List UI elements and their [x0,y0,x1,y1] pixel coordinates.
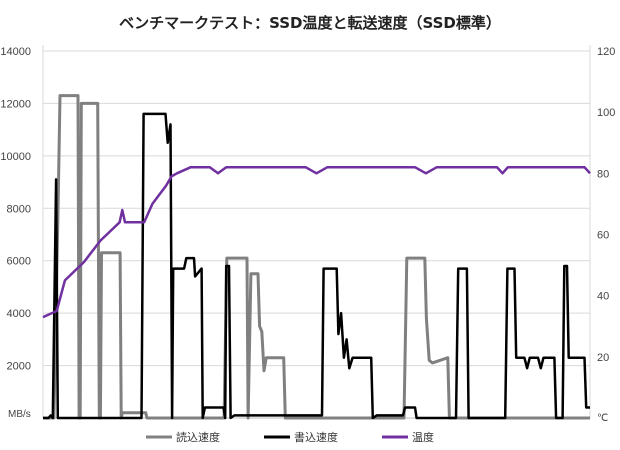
chart-title: ベンチマークテスト：SSD温度と転送速度（SSD標準） [119,14,501,32]
y-left-tick-label: 4000 [7,308,31,320]
y-right-unit: ℃ [597,413,608,424]
series-layer [42,94,591,420]
legend: 読込速度 書込速度 温度 [146,430,434,444]
axis-layer: 14000 12000 10000 8000 6000 4000 2000 120 100 80 6… [0,45,615,419]
series-line-1 [43,94,590,420]
y-left-tick-label: 12000 [0,98,31,110]
grid-layer [43,50,590,367]
y-right-tick-label: 100 [597,107,615,119]
y-right-tick-label: 40 [597,291,609,303]
y-right-tick-label: 80 [597,168,609,180]
y-left-tick-label: 6000 [7,256,31,268]
legend-label: 温度 [412,430,434,444]
legend-label: 読込速度 [176,430,220,444]
legend-label: 書込速度 [294,430,338,444]
y-right-tick-label: 120 [597,46,615,58]
y-left-tick-label: 10000 [0,151,31,163]
y-left-tick-label: 2000 [7,361,31,373]
y-right-tick-label: 20 [597,352,609,364]
y-right-tick-label: 60 [597,230,609,242]
y-left-unit: MB/s [8,409,31,420]
series-line-2 [43,112,590,420]
y-left-tick-label: 8000 [7,203,31,215]
series-line-3 [42,165,591,319]
y-left-tick-label: 14000 [0,46,31,58]
